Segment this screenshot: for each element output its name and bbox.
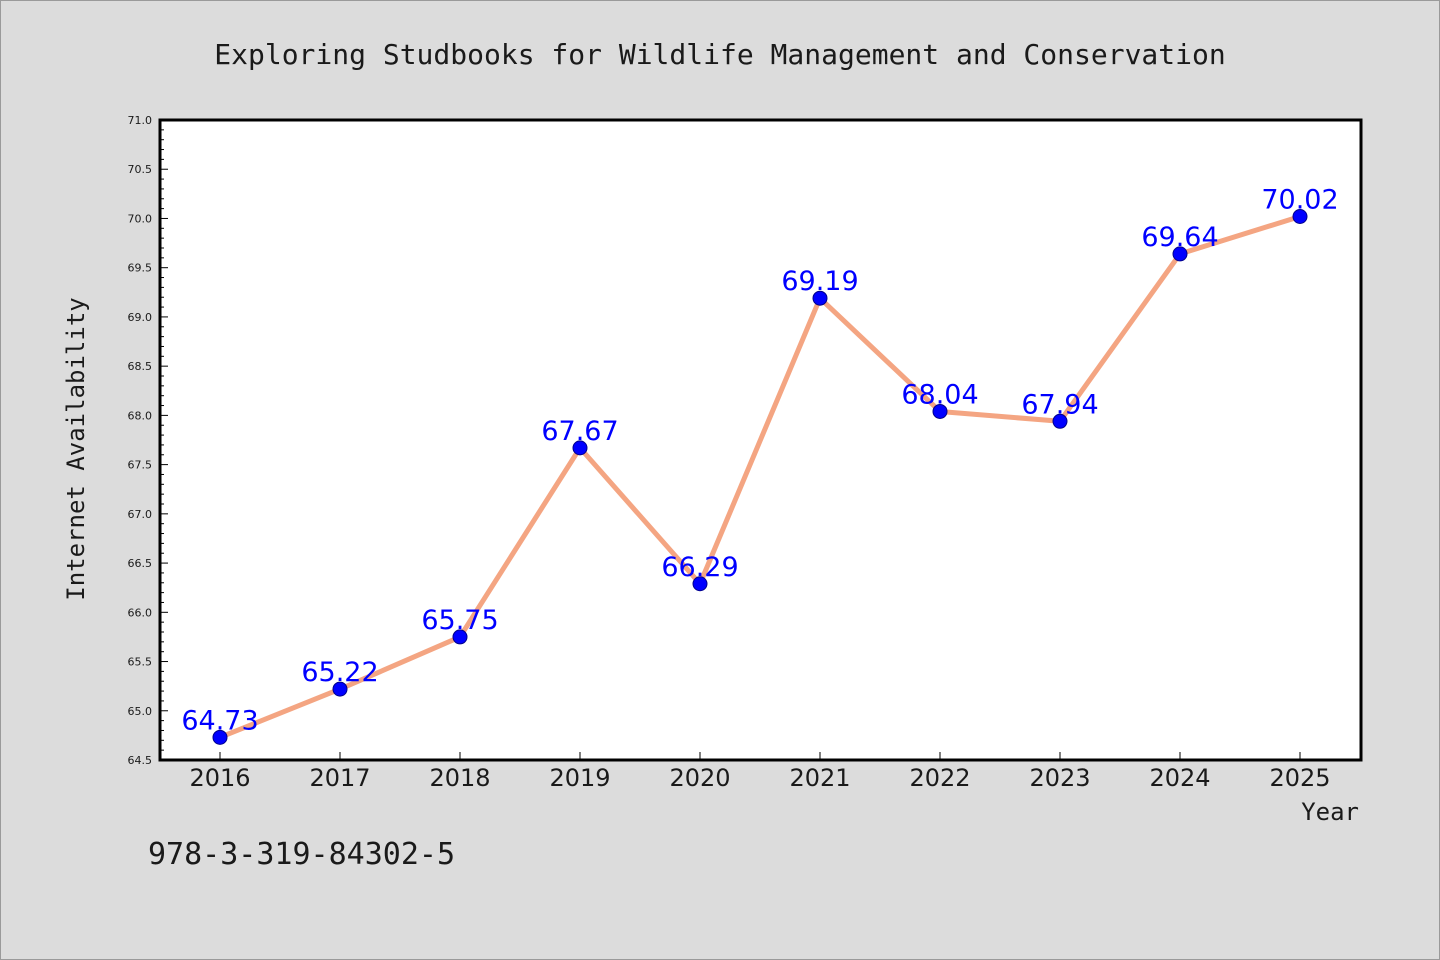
x-tick-label: 2024	[1149, 764, 1210, 792]
x-axis-ticks: 2016 2017 2018 2019 2020 2021 2022 2023 2024 2025	[189, 752, 1331, 792]
x-tick-label: 2021	[789, 764, 850, 792]
x-axis-label: Year	[1301, 798, 1359, 826]
x-tick-label: 2017	[309, 764, 370, 792]
y-tick-label: 69.5	[128, 262, 153, 275]
data-labels: 64.73 65.22 65.75 67.67 66.29 69.19 68.04 67.94…	[181, 184, 1338, 736]
isbn-footnote: 978-3-319-84302-5	[148, 837, 455, 872]
data-label: 70.02	[1261, 184, 1338, 215]
y-tick-label: 65.0	[128, 705, 153, 718]
data-point	[1292, 208, 1308, 224]
y-tick-label: 69.0	[128, 311, 153, 324]
x-tick-label: 2025	[1269, 764, 1330, 792]
y-axis-ticks: 64.5 65.0 65.5 66.0 66.5 67.0 67.5 68.0 68.5 69.0…	[128, 114, 168, 767]
y-tick-label: 64.5	[128, 754, 153, 767]
y-tick-label: 65.5	[128, 656, 153, 669]
y-tick-label: 68.5	[128, 360, 153, 373]
data-point	[572, 440, 588, 456]
data-point	[692, 576, 708, 592]
y-axis-label: Internet Availability	[62, 297, 90, 600]
series-line	[219, 214, 1301, 740]
data-point	[452, 629, 468, 645]
data-label: 65.75	[421, 605, 498, 636]
data-label: 65.22	[301, 657, 378, 688]
x-tick-label: 2019	[549, 764, 610, 792]
y-tick-label: 70.5	[128, 163, 153, 176]
series-markers	[212, 208, 1308, 745]
data-point	[932, 403, 948, 419]
plot-border	[158, 118, 1363, 762]
y-tick-label: 71.0	[128, 114, 153, 127]
x-tick-label: 2022	[909, 764, 970, 792]
data-point	[212, 729, 228, 745]
y-tick-label: 67.0	[128, 508, 153, 521]
y-tick-label: 66.0	[128, 606, 153, 619]
data-label: 69.19	[781, 266, 858, 297]
data-label: 67.94	[1021, 389, 1098, 420]
chart-title: Exploring Studbooks for Wildlife Managem…	[214, 38, 1225, 71]
data-label: 64.73	[181, 705, 258, 736]
data-point	[1052, 413, 1068, 429]
data-label: 69.64	[1141, 222, 1218, 253]
x-tick-label: 2016	[189, 764, 250, 792]
x-tick-label: 2023	[1029, 764, 1090, 792]
data-label: 68.04	[901, 379, 978, 410]
x-tick-label: 2020	[669, 764, 730, 792]
y-tick-label: 70.0	[128, 212, 153, 225]
data-point	[812, 290, 828, 306]
x-tick-label: 2018	[429, 764, 490, 792]
y-tick-label: 67.5	[128, 459, 153, 472]
data-point	[1172, 246, 1188, 262]
y-tick-label: 68.0	[128, 409, 153, 422]
data-label: 66.29	[661, 552, 738, 583]
data-label: 67.67	[541, 416, 618, 447]
data-point	[332, 681, 348, 697]
y-tick-label: 66.5	[128, 557, 153, 570]
